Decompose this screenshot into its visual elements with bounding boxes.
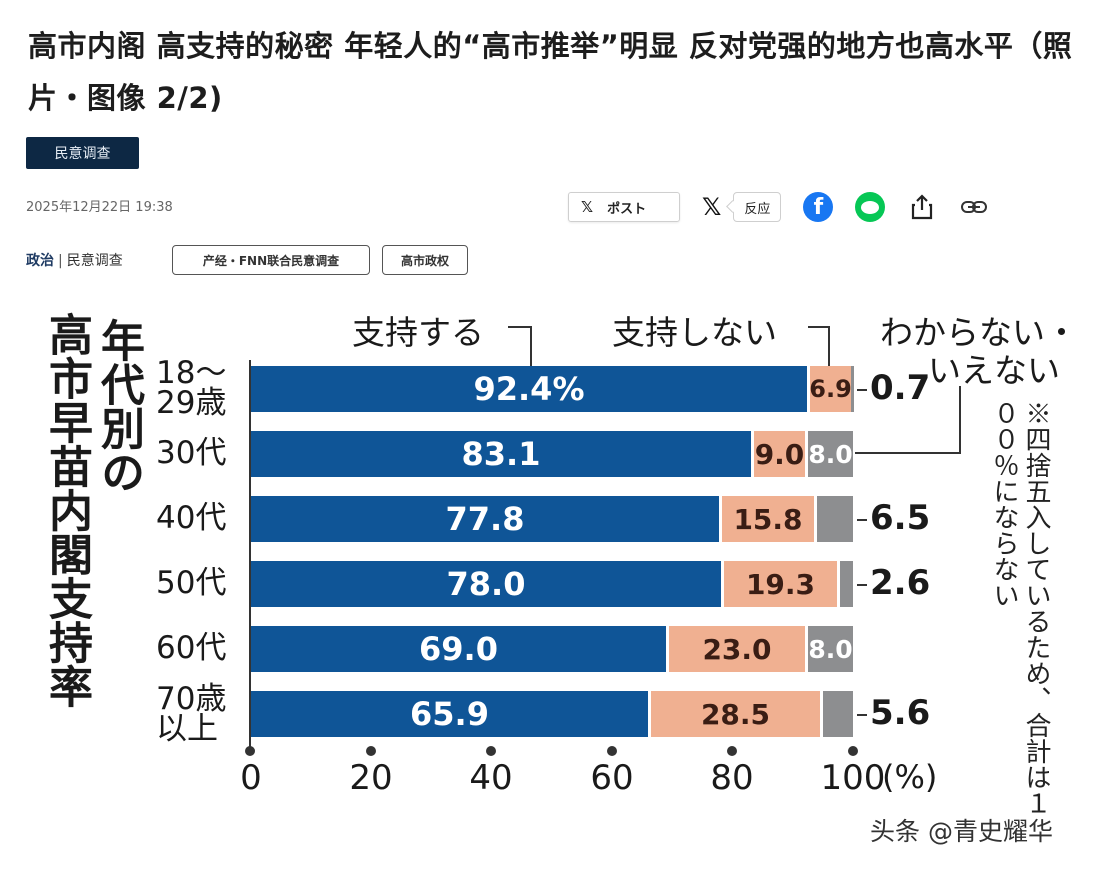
bar-row-40s: 77.8 15.8: [251, 496, 853, 542]
bar-segment-support: 83.1: [251, 431, 751, 477]
tag-takaichi-government[interactable]: 高市政权: [382, 245, 468, 275]
value-leader-line: [857, 714, 867, 716]
x-tick-label-60: 60: [590, 758, 634, 798]
value-leader-line: [857, 584, 867, 586]
x-tick-label-0: 0: [240, 758, 262, 798]
chart-title-main: 高市早苗内閣支持率: [41, 312, 92, 708]
line-bubble-glyph: [861, 200, 880, 214]
unknown-value-50s: 2.6: [870, 563, 931, 603]
legend-unknown-line1: わからない・: [880, 313, 1078, 352]
facebook-glyph: f: [813, 194, 824, 220]
x-tick-label-100: 100: [820, 758, 886, 798]
post-button-label: ポスト: [607, 201, 647, 217]
bar-row-70plus: 65.9 28.5: [251, 691, 853, 737]
breadcrumb-separator: |: [58, 253, 63, 269]
timestamp: 2025年12月22日 19:38: [26, 200, 173, 215]
bar-segment-oppose: 23.0: [666, 626, 805, 672]
tag-label: 高市政权: [400, 253, 449, 268]
watermark: 头条 @青史耀华: [870, 817, 1053, 846]
bar-segment-support: 92.4%: [251, 366, 807, 412]
x-tick-dot: [607, 746, 617, 756]
unknown-value-40s: 6.5: [870, 498, 931, 538]
legend-support: 支持する: [352, 313, 484, 352]
bar-segment-unknown: [814, 496, 853, 542]
bar-segment-support: 69.0: [251, 626, 666, 672]
x-tick-dot: [245, 746, 255, 756]
bar-segment-unknown: [851, 366, 854, 412]
row-label-line2: 29歳: [156, 385, 227, 421]
bar-segment-oppose: 19.3: [721, 561, 837, 607]
chart-title-sub: 年代別の: [93, 318, 144, 494]
value-leader-line: [857, 519, 867, 521]
share-bar: 𝕏 ポスト 𝕏 反应 f: [568, 189, 989, 225]
legend-support-connector: [508, 326, 532, 366]
bar-segment-oppose: 28.5: [648, 691, 820, 737]
bar-segment-oppose: 6.9: [807, 366, 852, 412]
breadcrumb-section[interactable]: 政治: [26, 253, 54, 269]
link-glyph: [961, 201, 988, 213]
x-icon[interactable]: 𝕏: [702, 193, 722, 221]
category-badge[interactable]: 民意调查: [26, 137, 139, 169]
unknown-value-70plus: 5.6: [870, 693, 931, 733]
bar-segment-support: 77.8: [251, 496, 719, 542]
x-tick-dot: [366, 746, 376, 756]
breadcrumb-subsection[interactable]: 民意调查: [66, 253, 123, 269]
x-tick-dot: [727, 746, 737, 756]
breadcrumb: 政治 | 民意调查: [26, 250, 123, 270]
row-label-line1: 70歳: [156, 681, 227, 717]
bar-segment-oppose: 15.8: [719, 496, 814, 542]
legend-oppose: 支持しない: [612, 313, 777, 352]
line-icon[interactable]: [855, 192, 886, 222]
bar-segment-support: 65.9: [251, 691, 648, 737]
x-post-button[interactable]: 𝕏 ポスト: [568, 192, 680, 222]
row-label-line1: 18～: [156, 355, 227, 391]
x-logo-icon: 𝕏: [581, 198, 594, 216]
bar-segment-unknown: [820, 691, 853, 737]
legend-oppose-connector: [808, 326, 830, 366]
row-label-30s: 30代: [156, 435, 227, 471]
reaction-count-bubble[interactable]: 反应: [733, 192, 782, 222]
share-glyph: [912, 194, 933, 220]
x-tick-label-40: 40: [469, 758, 513, 798]
row-label-40s: 40代: [156, 500, 227, 536]
bar-row-50s: 78.0 19.3: [251, 561, 853, 607]
bar-segment-support: 78.0: [251, 561, 721, 607]
rounding-note: ※四捨五入しているため、合計は１００％にならない: [989, 400, 1051, 816]
row-label-line2: 以上: [156, 711, 218, 747]
share-icon[interactable]: [907, 192, 937, 222]
row-label-70plus: 70歳 以上: [156, 681, 246, 747]
category-badge-label: 民意调查: [54, 146, 111, 162]
bar-row-60s: 69.0 23.0 8.0: [251, 626, 853, 672]
bar-segment-unknown: [837, 561, 853, 607]
reaction-label: 反应: [744, 201, 771, 217]
value-leader-line: [857, 389, 867, 391]
tag-sankei-fnn-poll[interactable]: 产经・FNN联合民意调查: [172, 245, 370, 275]
x-tick-label-80: 80: [710, 758, 754, 798]
bar-segment-oppose: 9.0: [751, 431, 805, 477]
bar-segment-unknown: 8.0: [805, 626, 853, 672]
bar-segment-unknown: 8.0: [805, 431, 853, 477]
unknown-value-18-29: 0.7: [870, 368, 931, 408]
y-axis-line: [249, 360, 251, 752]
bar-row-18-29: 92.4% 6.9: [251, 366, 854, 412]
legend-unknown-line2: いえない: [928, 351, 1060, 390]
x-axis-unit: (%): [882, 758, 938, 796]
link-icon[interactable]: [959, 192, 989, 222]
row-label-18-29: 18～ 29歳: [156, 355, 246, 421]
facebook-icon[interactable]: f: [803, 192, 834, 222]
tag-label: 产经・FNN联合民意调查: [202, 253, 340, 268]
legend-unknown-connector: [855, 386, 961, 454]
bar-row-30s: 83.1 9.0 8.0: [251, 431, 853, 477]
x-tick-label-20: 20: [349, 758, 393, 798]
article-title: 高市内阁 高支持的秘密 年轻人的“高市推举”明显 反对党强的地方也高水平（照片・…: [28, 29, 1073, 115]
row-label-60s: 60代: [156, 630, 227, 666]
x-tick-dot: [486, 746, 496, 756]
row-label-50s: 50代: [156, 565, 227, 601]
x-tick-dot: [848, 746, 858, 756]
